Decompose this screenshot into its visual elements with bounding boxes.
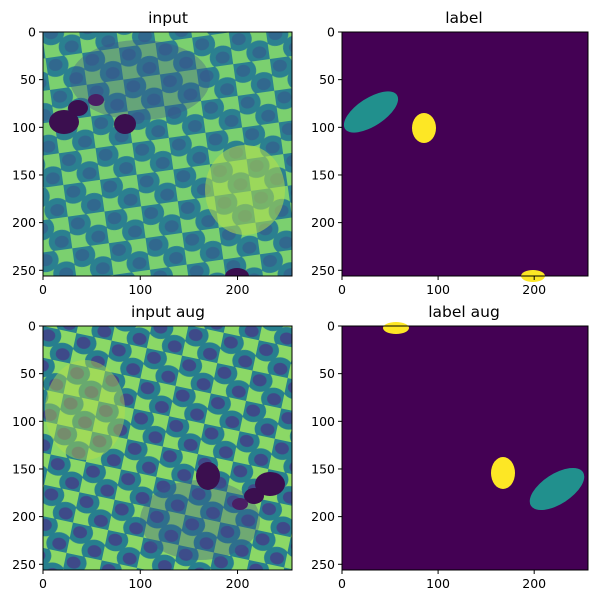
bee-icon [225, 268, 249, 276]
y-tick-label: 250 [311, 557, 335, 572]
panel-input-title: input [148, 9, 188, 27]
x-tick-label: 200 [522, 576, 546, 591]
y-tick-label: 200 [12, 215, 36, 230]
x-tick-label: 0 [338, 282, 346, 297]
y-tick-label: 200 [311, 509, 335, 524]
mask-blob-class-2 [412, 113, 436, 143]
mask-background [342, 32, 588, 276]
y-tick-label: 150 [12, 461, 36, 476]
y-tick-label: 100 [12, 414, 36, 429]
bee-icon [196, 462, 220, 490]
y-tick-label: 100 [311, 120, 335, 135]
panel-label-aug-title: label aug [428, 303, 500, 321]
y-tick-label: 100 [12, 120, 36, 135]
mask-blob-class-1 [343, 91, 399, 133]
y-tick-label: 200 [12, 509, 36, 524]
y-tick-label: 50 [319, 72, 335, 87]
y-tick-label: 50 [20, 72, 36, 87]
x-tick-label: 200 [226, 282, 250, 297]
y-tick-label: 250 [12, 557, 36, 572]
y-tick-label: 250 [12, 263, 36, 278]
y-tick-label: 200 [311, 215, 335, 230]
x-tick-label: 100 [426, 576, 450, 591]
panel-input: input [42, 9, 293, 277]
mask-blob-class-2 [383, 322, 409, 334]
y-tick-label: 150 [311, 461, 335, 476]
x-tick-label: 0 [39, 576, 47, 591]
x-tick-label: 100 [128, 282, 152, 297]
input-aug-image [43, 326, 292, 570]
bee-icon [114, 114, 136, 134]
x-tick-label: 0 [39, 282, 47, 297]
y-tick-label: 150 [311, 167, 335, 182]
x-tick-label: 100 [128, 576, 152, 591]
y-tick-label: 150 [12, 167, 36, 182]
panel-input-aug-title: input aug [131, 303, 205, 321]
panel-label: label [341, 9, 589, 282]
mask-blob-class-2 [491, 457, 515, 489]
x-tick-label: 100 [426, 282, 450, 297]
y-tick-label: 0 [28, 319, 36, 334]
y-tick-label: 0 [28, 25, 36, 40]
x-tick-label: 200 [522, 282, 546, 297]
y-tick-label: 100 [311, 414, 335, 429]
x-tick-label: 0 [338, 576, 346, 591]
panel-label-aug: label aug [341, 303, 589, 571]
y-tick-label: 250 [311, 263, 335, 278]
y-tick-label: 50 [319, 366, 335, 381]
panel-input-aug: input aug [42, 303, 293, 571]
bee-icon [49, 94, 104, 134]
y-tick-label: 0 [327, 319, 335, 334]
y-tick-label: 50 [20, 366, 36, 381]
input-image [43, 32, 292, 276]
bee-icon [232, 472, 285, 510]
panel-label-title: label [445, 9, 483, 27]
x-tick-label: 200 [226, 576, 250, 591]
y-tick-label: 0 [327, 25, 335, 40]
mask-background [342, 326, 588, 570]
mask-blob-class-1 [529, 467, 585, 511]
